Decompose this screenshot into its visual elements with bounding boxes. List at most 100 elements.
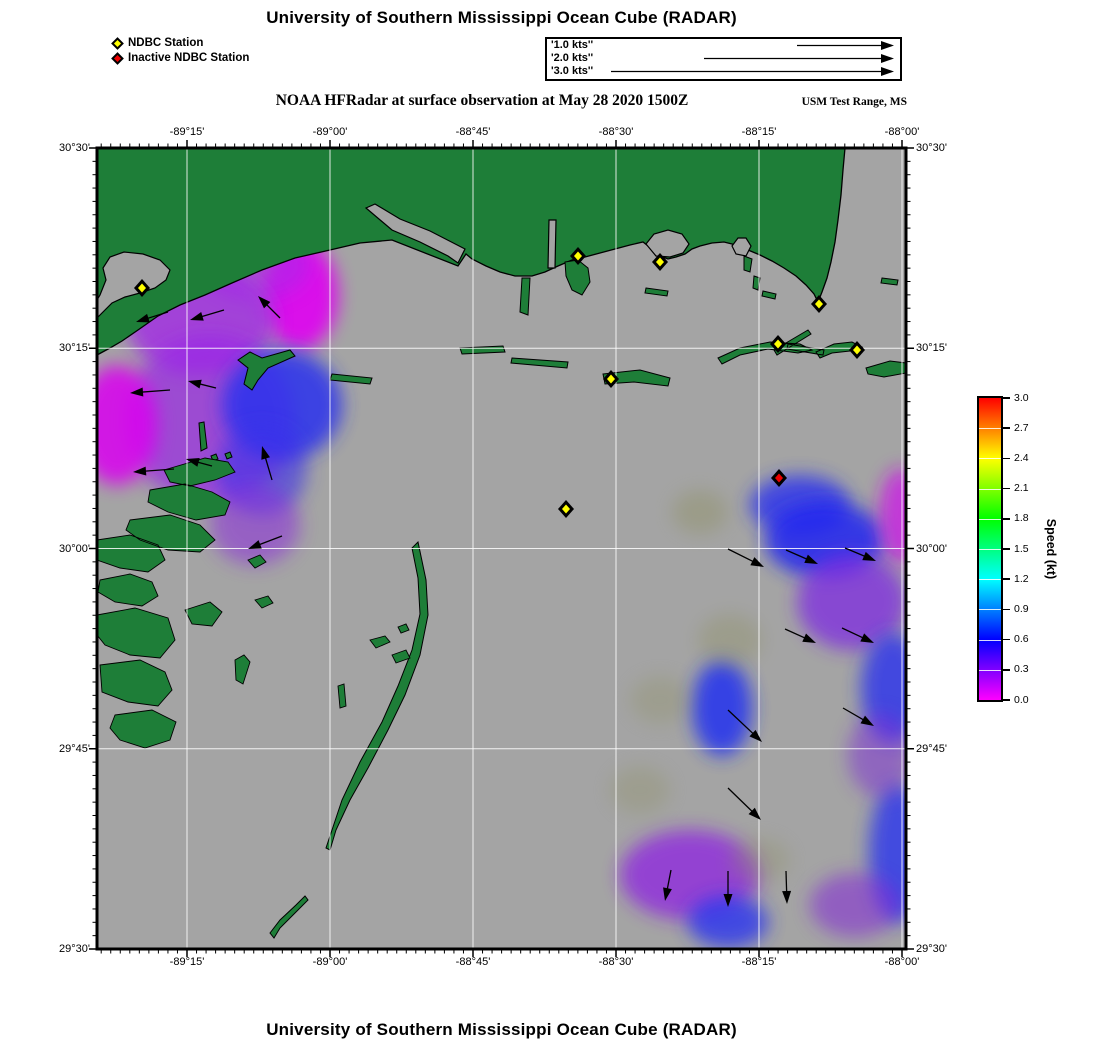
speed-blob bbox=[879, 468, 906, 564]
current-vector bbox=[136, 311, 169, 323]
lat-axis-label-left: 29°45' bbox=[59, 742, 90, 755]
colorbar-tick-mark bbox=[1003, 608, 1010, 611]
colorbar-tick-label: 0.9 bbox=[1014, 602, 1029, 615]
speed-blob bbox=[848, 713, 906, 797]
lon-axis-label-bottom: -88°30' bbox=[598, 956, 634, 968]
graticule-lines bbox=[97, 148, 906, 949]
colorbar-division-line bbox=[979, 428, 1001, 430]
current-vector bbox=[727, 548, 764, 567]
current-vector bbox=[785, 549, 818, 564]
speed-blob bbox=[730, 838, 790, 882]
colorbar-tick-mark bbox=[1003, 487, 1010, 490]
colorbar-tick-mark bbox=[1003, 699, 1010, 701]
lon-axis-label-top: -88°00' bbox=[884, 126, 920, 138]
ndbc-station-marker bbox=[811, 295, 827, 313]
reference-arrow bbox=[611, 67, 894, 76]
colorbar-tick-label: 1.2 bbox=[1014, 572, 1029, 585]
current-vector bbox=[727, 709, 762, 742]
colorbar-tick-mark bbox=[1003, 548, 1010, 550]
colorbar-division-line bbox=[979, 669, 1001, 671]
speed-colorbar bbox=[977, 396, 1003, 702]
speed-blob bbox=[688, 896, 768, 948]
legend-item-inactive-station: Inactive NDBC Station bbox=[111, 51, 250, 65]
lon-axis-label-top: -88°30' bbox=[598, 126, 634, 138]
lat-axis-label-left: 29°30' bbox=[59, 943, 90, 955]
lon-axis-label-bottom: -89°00' bbox=[312, 956, 348, 968]
reference-arrow bbox=[704, 54, 894, 63]
lon-axis-label-top: -88°15' bbox=[741, 126, 777, 138]
colorbar-tick-mark bbox=[1003, 397, 1010, 399]
speed-blob bbox=[630, 676, 690, 724]
current-vector bbox=[782, 870, 792, 904]
lon-axis-label-top: -88°45' bbox=[455, 126, 491, 138]
speed-blob bbox=[210, 485, 300, 565]
current-vector bbox=[261, 446, 273, 481]
colorbar-division-line bbox=[979, 458, 1001, 460]
current-vector bbox=[248, 535, 283, 549]
speed-blob bbox=[698, 614, 762, 666]
vector-scale-row: '1.0 kts'' bbox=[547, 39, 900, 52]
reference-arrow-glyph bbox=[611, 67, 894, 76]
vector-scale-label: '3.0 kts'' bbox=[551, 65, 594, 77]
colorbar-tick-label: 0.0 bbox=[1014, 693, 1029, 706]
lat-axis-label-left: 30°00' bbox=[59, 542, 90, 555]
colorbar-tick-label: 1.5 bbox=[1014, 542, 1029, 555]
lon-axis-label-bottom: -88°00' bbox=[884, 956, 920, 968]
page-title: University of Southern Mississippi Ocean… bbox=[266, 8, 737, 27]
lat-axis-label-right: 30°15' bbox=[916, 342, 947, 355]
lat-axis-label-left: 30°30' bbox=[59, 142, 90, 154]
current-vector bbox=[663, 869, 672, 901]
lat-axis-label-right: 30°30' bbox=[916, 142, 947, 154]
colorbar-tick-mark bbox=[1003, 669, 1010, 671]
legend-label: Inactive NDBC Station bbox=[128, 52, 250, 64]
colorbar-tick-mark bbox=[1003, 638, 1010, 641]
reference-arrow-glyph bbox=[797, 41, 894, 50]
lon-axis-label-bottom: -88°45' bbox=[455, 956, 491, 968]
ndbc-station-marker bbox=[849, 341, 865, 359]
current-vector bbox=[258, 296, 281, 319]
lat-axis-label-right: 29°45' bbox=[916, 742, 947, 755]
current-vector bbox=[784, 628, 816, 643]
inactive-station-diamond-icon bbox=[111, 51, 124, 65]
marsh-islands bbox=[96, 457, 411, 749]
ndbc-station-marker bbox=[558, 500, 574, 518]
inactive-ndbc-station-marker bbox=[771, 469, 787, 487]
current-vector bbox=[186, 458, 213, 467]
speed-blob bbox=[672, 490, 728, 534]
vector-scale-row: '3.0 kts'' bbox=[547, 65, 900, 78]
legend-item-active-station: NDBC Station bbox=[111, 36, 249, 50]
colorbar-tick-label: 2.7 bbox=[1014, 421, 1029, 434]
speed-blob bbox=[797, 554, 906, 650]
current-vector bbox=[842, 707, 874, 726]
colorbar-tick-label: 0.3 bbox=[1014, 663, 1029, 676]
colorbar-tick-mark bbox=[1003, 457, 1010, 460]
colorbar-division-line bbox=[979, 549, 1001, 550]
vector-scale-label: '1.0 kts'' bbox=[551, 39, 594, 51]
colorbar-division-line bbox=[979, 609, 1001, 611]
map-canvas bbox=[89, 140, 914, 957]
range-label: USM Test Range, MS bbox=[801, 96, 907, 108]
reference-arrow-glyph bbox=[704, 54, 894, 63]
colorbar-tick-mark bbox=[1003, 427, 1010, 429]
ndbc-station-marker bbox=[652, 253, 668, 271]
station-legend: NDBC Station Inactive NDBC Station bbox=[111, 36, 250, 66]
current-vector bbox=[190, 309, 225, 321]
map-subtitle: NOAA HFRadar at surface observation at M… bbox=[275, 92, 689, 109]
ndbc-station-marker bbox=[570, 247, 586, 265]
colorbar-tick-mark bbox=[1003, 518, 1010, 520]
colorbar-tick-label: 1.8 bbox=[1014, 512, 1029, 525]
ndbc-station-marker bbox=[603, 370, 619, 388]
current-vector bbox=[841, 627, 874, 643]
current-vector bbox=[130, 387, 171, 397]
current-vector bbox=[723, 871, 733, 907]
bays-and-rivers bbox=[96, 203, 752, 320]
lat-axis-label-right: 30°00' bbox=[916, 542, 947, 555]
colorbar-tick-label: 3.0 bbox=[1014, 391, 1029, 404]
colorbar-tick-label: 2.4 bbox=[1014, 451, 1029, 464]
reference-arrow bbox=[797, 41, 894, 50]
colorbar-tick-mark bbox=[1003, 578, 1010, 580]
current-vector bbox=[188, 379, 217, 389]
legend-label: NDBC Station bbox=[128, 37, 204, 49]
speed-blob bbox=[810, 873, 900, 937]
lon-axis-label-top: -89°00' bbox=[312, 126, 348, 138]
